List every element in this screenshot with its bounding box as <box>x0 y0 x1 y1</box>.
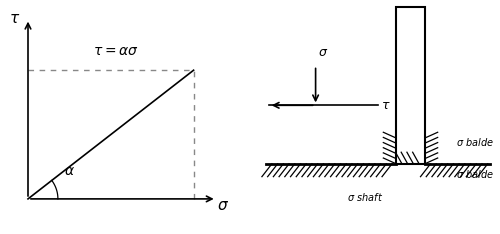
Text: $\alpha$: $\alpha$ <box>64 164 75 178</box>
Text: $\sigma\ shaft$: $\sigma\ shaft$ <box>347 190 383 203</box>
Text: $\sigma$: $\sigma$ <box>318 45 328 58</box>
Text: $\tau$: $\tau$ <box>380 99 390 112</box>
Text: $\tau$: $\tau$ <box>8 11 20 26</box>
Text: $\sigma$: $\sigma$ <box>218 198 230 213</box>
Text: $\sigma\ balde$: $\sigma\ balde$ <box>456 135 494 148</box>
Bar <box>396 7 425 164</box>
Text: $\sigma\ balde$: $\sigma\ balde$ <box>456 168 494 180</box>
Text: $\tau = \alpha\sigma$: $\tau = \alpha\sigma$ <box>92 44 138 58</box>
